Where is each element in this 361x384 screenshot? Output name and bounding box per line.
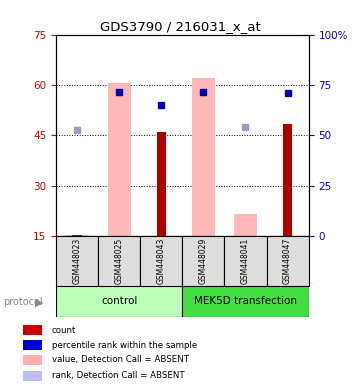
Text: value, Detection Call = ABSENT: value, Detection Call = ABSENT bbox=[52, 356, 189, 364]
Bar bbox=[98, 236, 140, 286]
Bar bbox=[72, 235, 82, 236]
Text: protocol: protocol bbox=[4, 297, 43, 307]
Bar bbox=[108, 83, 131, 236]
Text: GSM448025: GSM448025 bbox=[115, 238, 123, 284]
Text: ▶: ▶ bbox=[35, 297, 44, 307]
Bar bbox=[56, 286, 182, 317]
Bar bbox=[56, 236, 98, 286]
Bar bbox=[65, 235, 88, 236]
Bar bbox=[23, 371, 42, 381]
Text: count: count bbox=[52, 326, 76, 334]
Text: GDS3790 / 216031_x_at: GDS3790 / 216031_x_at bbox=[100, 20, 261, 33]
Text: GSM448041: GSM448041 bbox=[241, 238, 250, 284]
Text: GSM448047: GSM448047 bbox=[283, 238, 292, 284]
Text: rank, Detection Call = ABSENT: rank, Detection Call = ABSENT bbox=[52, 371, 184, 380]
Bar bbox=[23, 325, 42, 335]
Text: GSM448023: GSM448023 bbox=[73, 238, 82, 284]
Bar bbox=[192, 78, 215, 236]
Bar bbox=[157, 132, 166, 236]
Text: control: control bbox=[101, 296, 137, 306]
Bar bbox=[225, 236, 266, 286]
Text: GSM448029: GSM448029 bbox=[199, 238, 208, 284]
Bar bbox=[266, 236, 309, 286]
Bar bbox=[23, 340, 42, 350]
Bar bbox=[140, 236, 182, 286]
Bar bbox=[234, 214, 257, 236]
Bar bbox=[182, 236, 225, 286]
Bar bbox=[23, 355, 42, 365]
Text: MEK5D transfection: MEK5D transfection bbox=[194, 296, 297, 306]
Text: percentile rank within the sample: percentile rank within the sample bbox=[52, 341, 197, 350]
Bar bbox=[283, 124, 292, 236]
Text: GSM448043: GSM448043 bbox=[157, 238, 166, 284]
Bar bbox=[182, 286, 309, 317]
